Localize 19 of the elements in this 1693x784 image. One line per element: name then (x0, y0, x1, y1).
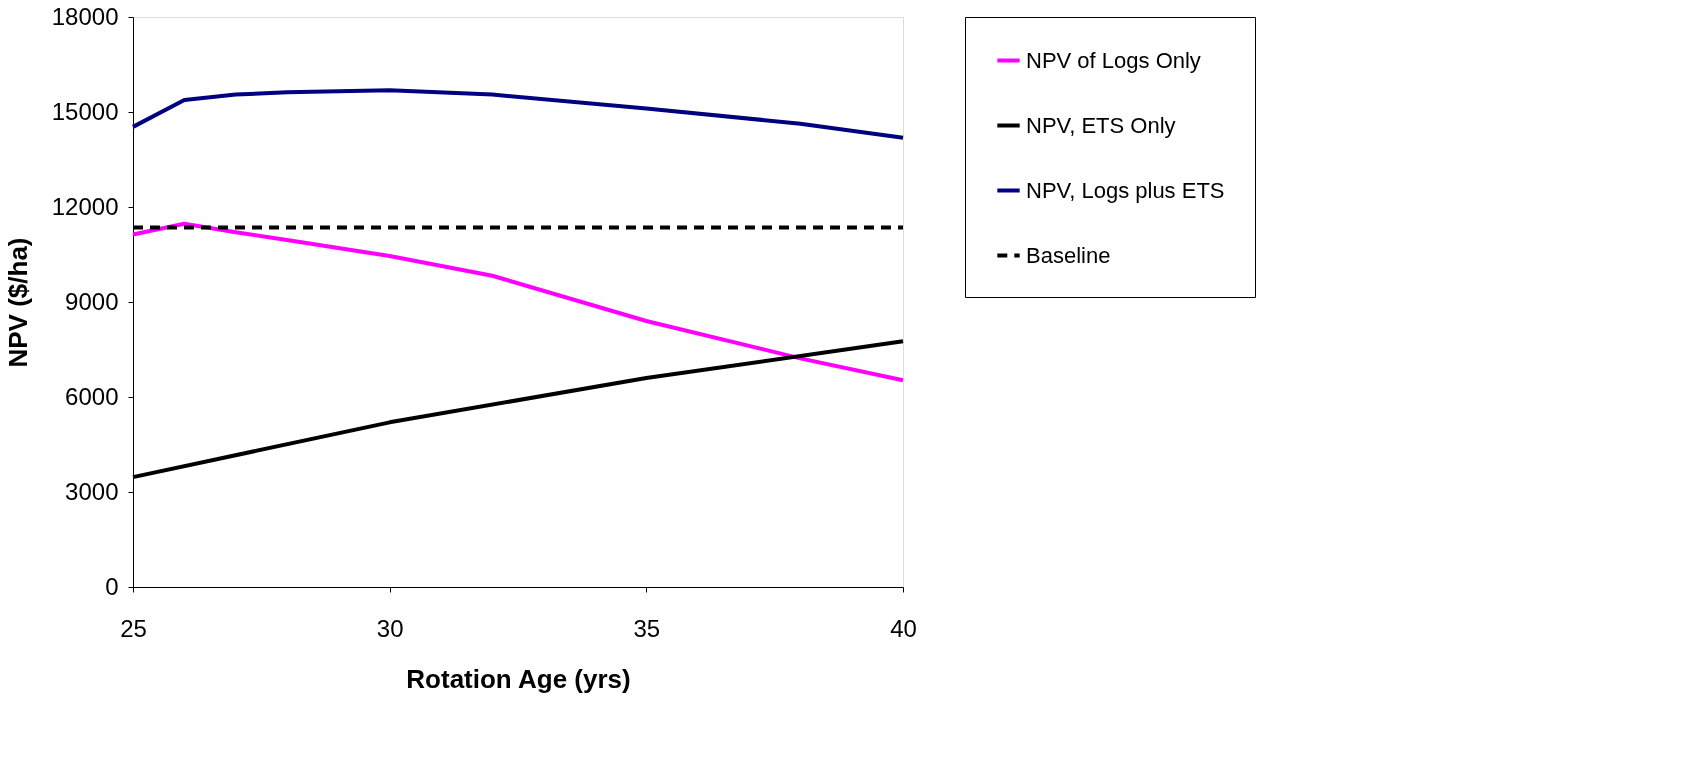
legend-label: NPV of Logs Only (1026, 47, 1201, 73)
y-axis-title: NPV ($/ha) (2, 237, 33, 368)
y-tick-label: 6000 (65, 382, 119, 410)
y-tick-label: 3000 (65, 477, 119, 505)
y-tick-label: 0 (105, 572, 119, 600)
x-axis-title: Rotation Age (yrs) (406, 663, 631, 694)
legend-label: Baseline (1026, 242, 1111, 268)
x-tick-label: 40 (890, 614, 917, 642)
line-series (131, 221, 905, 383)
y-tick-label: 18000 (51, 2, 119, 30)
y-tick-label: 9000 (65, 287, 119, 315)
legend-label: NPV, ETS Only (1026, 112, 1176, 138)
line-series (131, 88, 905, 140)
x-tick-label: 30 (376, 614, 404, 642)
x-tick-label: 35 (633, 614, 661, 642)
legend-label: NPV, Logs plus ETS (1026, 177, 1225, 203)
x-tick-label: 25 (120, 614, 147, 642)
y-tick-label: 15000 (51, 97, 119, 125)
y-tick-label: 12000 (51, 192, 119, 220)
